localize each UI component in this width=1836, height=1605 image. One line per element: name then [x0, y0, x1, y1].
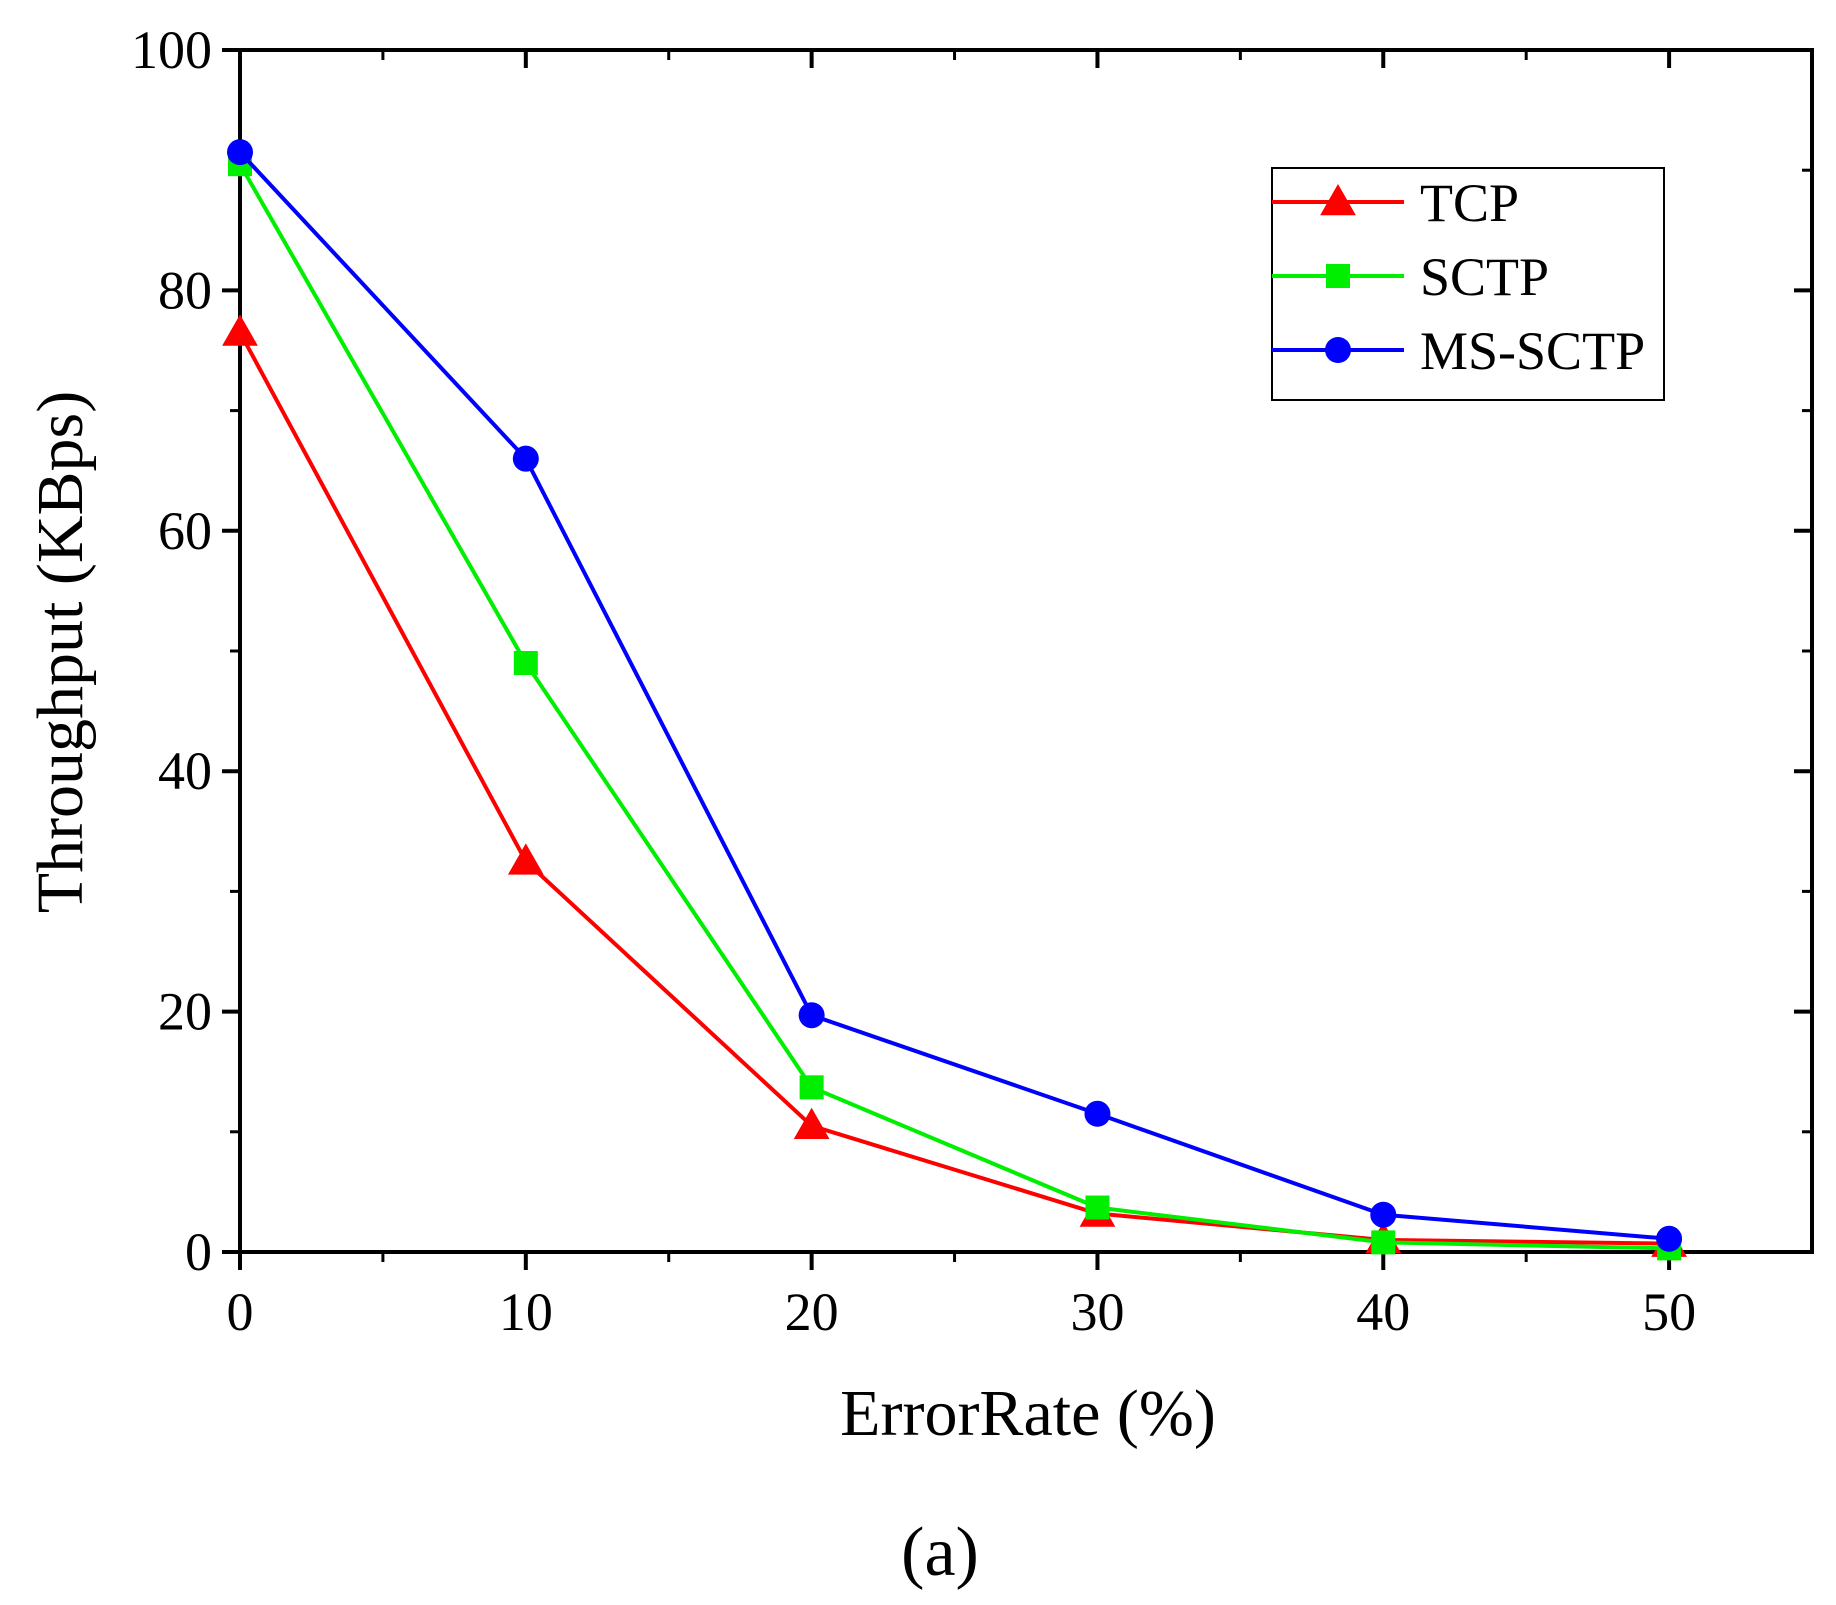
x-tick-label: 20 — [785, 1282, 839, 1342]
data-point-ms-sctp — [512, 445, 539, 472]
data-point-tcp — [793, 1107, 830, 1140]
legend-marker-tcp — [1320, 183, 1356, 216]
y-tick-label: 0 — [185, 1222, 212, 1282]
data-point-tcp — [222, 314, 258, 346]
legend-label-sctp: SCTP — [1420, 247, 1549, 307]
legend-marker-sctp — [1326, 264, 1350, 288]
legend-label-tcp: TCP — [1420, 173, 1519, 233]
x-tick-label: 0 — [227, 1282, 254, 1342]
series-line-tcp — [238, 331, 1670, 1246]
data-point-tcp — [507, 843, 544, 875]
x-tick-label: 50 — [1642, 1282, 1696, 1342]
data-point-sctp — [513, 651, 538, 676]
data-point-ms-sctp — [798, 1002, 825, 1029]
data-point-ms-sctp — [1656, 1225, 1683, 1252]
data-point-sctp — [1371, 1230, 1396, 1255]
data-point-ms-sctp — [1084, 1100, 1111, 1127]
data-point-ms-sctp — [1370, 1201, 1397, 1228]
x-tick-label: 10 — [499, 1282, 553, 1342]
y-tick-label: 20 — [158, 982, 212, 1042]
y-axis-title: Throughput (KBps) — [24, 391, 97, 913]
y-tick-label: 60 — [158, 501, 212, 561]
x-tick-label: 40 — [1356, 1282, 1410, 1342]
data-point-ms-sctp — [227, 139, 253, 166]
legend-marker-ms-sctp — [1325, 337, 1351, 363]
legend-label-ms-sctp: MS-SCTP — [1420, 321, 1645, 381]
y-tick-label: 100 — [131, 20, 212, 80]
data-point-sctp — [799, 1075, 824, 1100]
x-axis-title: ErrorRate (%) — [840, 1377, 1216, 1450]
y-tick-label: 80 — [158, 260, 212, 320]
data-point-sctp — [1085, 1195, 1110, 1220]
x-tick-label: 30 — [1070, 1282, 1124, 1342]
figure-caption: (a) — [901, 1514, 979, 1591]
series-line-ms-sctp — [238, 150, 1670, 1241]
y-tick-label: 40 — [158, 741, 212, 801]
series-line-sctp — [238, 163, 1670, 1251]
